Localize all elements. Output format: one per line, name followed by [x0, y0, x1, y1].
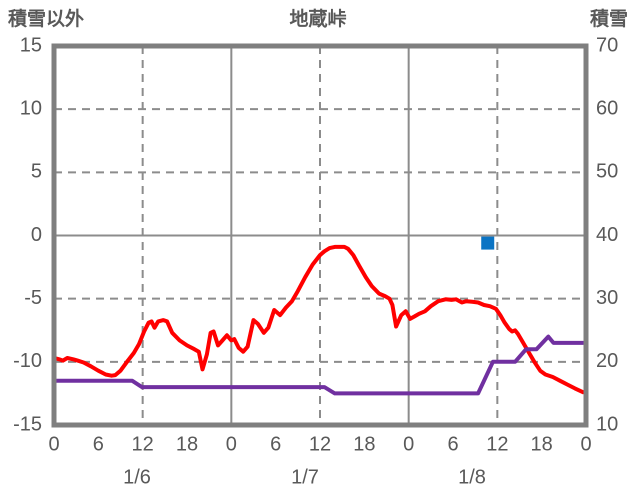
right-axis-tick-label: 10 [596, 413, 618, 435]
left-axis-tick-label: -15 [13, 413, 42, 435]
x-hour-tick-label: 0 [580, 433, 591, 455]
x-hour-tick-label: 6 [270, 433, 281, 455]
right-axis-tick-label: 60 [596, 97, 618, 119]
x-hour-tick-label: 12 [309, 433, 331, 455]
purple-line [52, 334, 585, 396]
x-hour-tick-label: 6 [93, 433, 104, 455]
left-axis-tick-label: -10 [13, 350, 42, 372]
left-axis-title: 積雪以外 [8, 9, 85, 30]
x-hour-tick-label: 0 [48, 433, 59, 455]
x-hour-tick-label: 6 [447, 433, 458, 455]
chart-title: 地蔵峠 [289, 9, 347, 30]
right-axis-tick-label: 50 [596, 161, 618, 183]
x-date-label: 1/8 [458, 466, 486, 488]
right-axis-tick-label: 70 [596, 34, 618, 56]
x-hour-tick-label: 18 [176, 433, 198, 455]
left-axis-tick-label: 15 [20, 34, 42, 56]
left-axis-tick-label: 5 [31, 161, 42, 183]
left-axis-tick-label: -5 [24, 287, 42, 309]
x-date-label: 1/6 [123, 466, 151, 488]
x-hour-tick-label: 18 [353, 433, 375, 455]
x-hour-tick-label: 0 [403, 433, 414, 455]
right-axis-title: 積雪 [589, 9, 628, 30]
x-hour-tick-label: 18 [531, 433, 553, 455]
x-hour-tick-label: 0 [226, 433, 237, 455]
right-axis-tick-label: 30 [596, 287, 618, 309]
x-hour-tick-label: 12 [132, 433, 154, 455]
red-line [52, 244, 585, 395]
blue-square-marker [481, 236, 495, 250]
left-axis-tick-label: 0 [31, 224, 42, 246]
plot-border [51, 43, 589, 428]
left-axis-tick-label: 10 [20, 97, 42, 119]
x-hour-tick-label: 12 [486, 433, 508, 455]
right-axis-tick-label: 20 [596, 350, 618, 372]
x-date-label: 1/7 [291, 466, 319, 488]
right-axis-tick-label: 40 [596, 224, 618, 246]
